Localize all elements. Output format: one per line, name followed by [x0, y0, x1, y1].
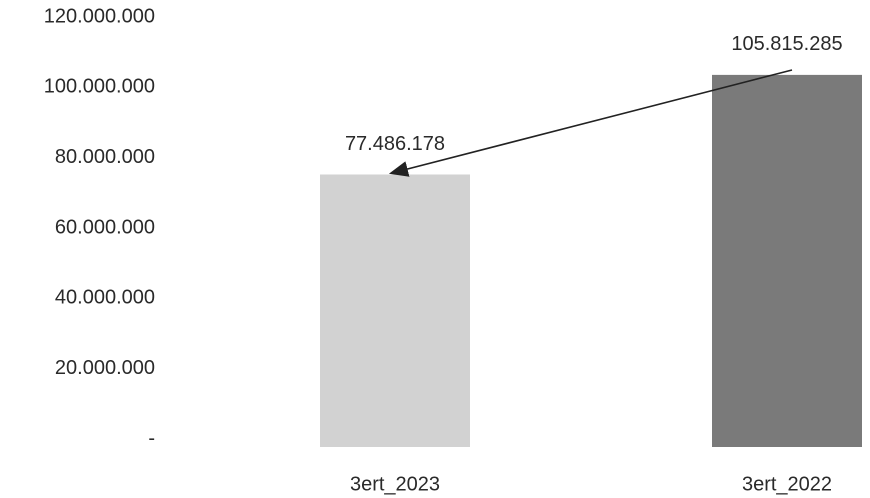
y-tick-label: 20.000.000: [55, 357, 155, 379]
y-tick-label: 120.000.000: [44, 5, 155, 27]
y-tick-label: 100.000.000: [44, 76, 155, 98]
y-tick-label: 80.000.000: [55, 146, 155, 168]
x-tick-label: 3ert_2023: [350, 473, 440, 495]
x-tick-label: 3ert_2022: [742, 473, 832, 495]
data-label: 77.486.178: [345, 133, 445, 155]
bar: [712, 74, 862, 448]
annotation-arrow: [388, 69, 793, 177]
bar: [320, 174, 470, 447]
data-label: 105.815.285: [731, 33, 842, 55]
y-tick-label: 60.000.000: [55, 216, 155, 238]
y-tick-label: 40.000.000: [55, 287, 155, 309]
y-tick-label: -: [148, 427, 155, 449]
